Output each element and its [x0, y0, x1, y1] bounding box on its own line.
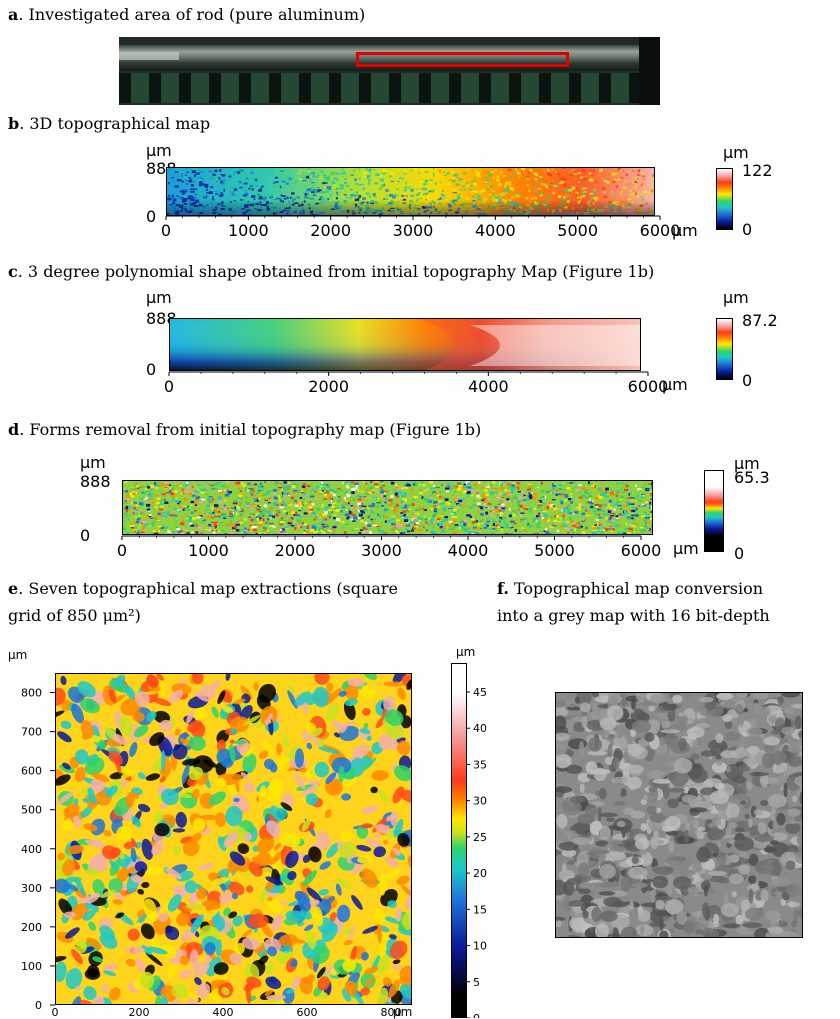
e-y-tick-400: 400 [21, 843, 42, 856]
b-y-unit: μm [146, 143, 172, 159]
d-x-tick-6000: 6000 [621, 541, 662, 560]
e-cbar-tick-15: 15 [473, 903, 487, 916]
caption-a: a. Investigated area of rod (pure alumin… [8, 3, 365, 27]
c-cbar-max: 87.2 [742, 313, 778, 329]
e-cbar-tick-10: 10 [473, 940, 487, 953]
e-cbar-tick-20: 20 [473, 867, 487, 880]
d-x-tick-4000: 4000 [448, 541, 489, 560]
e-colorbar-ticks: 45 40 35 30 25 20 15 10 5 0 [466, 660, 506, 1018]
e-y-tick-600: 600 [21, 765, 42, 778]
b-x-tick-4000: 4000 [475, 221, 516, 240]
e-y-tick-800: 800 [21, 687, 42, 700]
c-x-tick-0: 0 [164, 377, 174, 396]
c-colorbar [716, 318, 733, 380]
b-cbar-max: 122 [742, 163, 773, 179]
e-cbar-tick-0: 0 [473, 1012, 480, 1018]
d-x-unit: μm [673, 541, 699, 557]
c-y-tick-min: 0 [146, 362, 156, 378]
d-x-tick-5000: 5000 [534, 541, 575, 560]
d-x-tick-2000: 2000 [275, 541, 316, 560]
e-cbar-tick-5: 5 [473, 976, 480, 989]
e-y-tick-100: 100 [21, 960, 42, 973]
e-y-unit: μm [8, 649, 27, 661]
b-topography-map [166, 167, 655, 216]
c-x-tick-4000: 4000 [468, 377, 509, 396]
e-cbar-unit: μm [456, 646, 475, 658]
e-x-tick-200: 200 [129, 1006, 150, 1018]
b-cbar-unit: μm [723, 145, 749, 161]
rod-photo [119, 37, 660, 105]
e-cbar-tick-25: 25 [473, 831, 487, 844]
b-x-unit: μm [672, 223, 698, 239]
e-x-unit: μm [393, 1006, 412, 1018]
c-polynomial-map [169, 318, 641, 371]
d-colorbar [704, 470, 724, 552]
d-cbar-max: 65.3 [734, 470, 770, 486]
e-cbar-tick-30: 30 [473, 795, 487, 808]
d-x-tick-3000: 3000 [361, 541, 402, 560]
c-x-unit: μm [662, 377, 688, 393]
d-x-tick-0: 0 [117, 541, 127, 560]
caption-f-line2: into a grey map with 16 bit-depth [497, 604, 770, 628]
e-cbar-tick-40: 40 [473, 722, 487, 735]
e-x-tick-600: 600 [297, 1006, 318, 1018]
d-x-axis: 0 1000 2000 3000 4000 5000 6000 [114, 534, 694, 562]
b-x-tick-1000: 1000 [228, 221, 269, 240]
e-y-tick-200: 200 [21, 921, 42, 934]
investigated-area-box [356, 52, 569, 67]
d-forms-removed-map [122, 480, 653, 535]
d-y-tick-min: 0 [80, 528, 90, 544]
e-cbar-tick-45: 45 [473, 686, 487, 699]
e-y-tick-300: 300 [21, 882, 42, 895]
b-x-tick-5000: 5000 [557, 221, 598, 240]
caption-d: d. Forms removal from initial topography… [8, 418, 481, 442]
caption-e-line2: grid of 850 μm²) [8, 604, 141, 628]
b-cbar-min: 0 [742, 222, 752, 238]
e-extraction-map [55, 673, 412, 1005]
caption-c: c. 3 degree polynomial shape obtained fr… [8, 260, 654, 284]
caption-b: b. 3D topographical map [8, 112, 210, 136]
e-y-tick-500: 500 [21, 804, 42, 817]
e-cbar-tick-35: 35 [473, 758, 487, 771]
b-x-tick-2000: 2000 [310, 221, 351, 240]
b-x-tick-0: 0 [161, 221, 171, 240]
e-y-tick-700: 700 [21, 726, 42, 739]
c-cbar-min: 0 [742, 373, 752, 389]
f-grey-map [555, 692, 803, 938]
d-x-tick-1000: 1000 [188, 541, 229, 560]
d-cbar-min: 0 [734, 546, 744, 562]
caption-f-line1: f. Topographical map conversion [497, 577, 763, 601]
c-y-unit: μm [146, 290, 172, 306]
b-y-tick-min: 0 [146, 209, 156, 225]
e-colorbar [451, 663, 467, 1018]
d-y-unit: μm [80, 455, 106, 471]
b-colorbar [716, 168, 733, 230]
e-x-tick-400: 400 [213, 1006, 234, 1018]
e-x-tick-0: 0 [52, 1006, 59, 1018]
caption-e-line1: e. Seven topographical map extractions (… [8, 577, 398, 601]
c-x-tick-2000: 2000 [308, 377, 349, 396]
b-x-tick-3000: 3000 [393, 221, 434, 240]
c-cbar-unit: μm [723, 290, 749, 306]
d-y-tick-max: 888 [80, 474, 111, 490]
